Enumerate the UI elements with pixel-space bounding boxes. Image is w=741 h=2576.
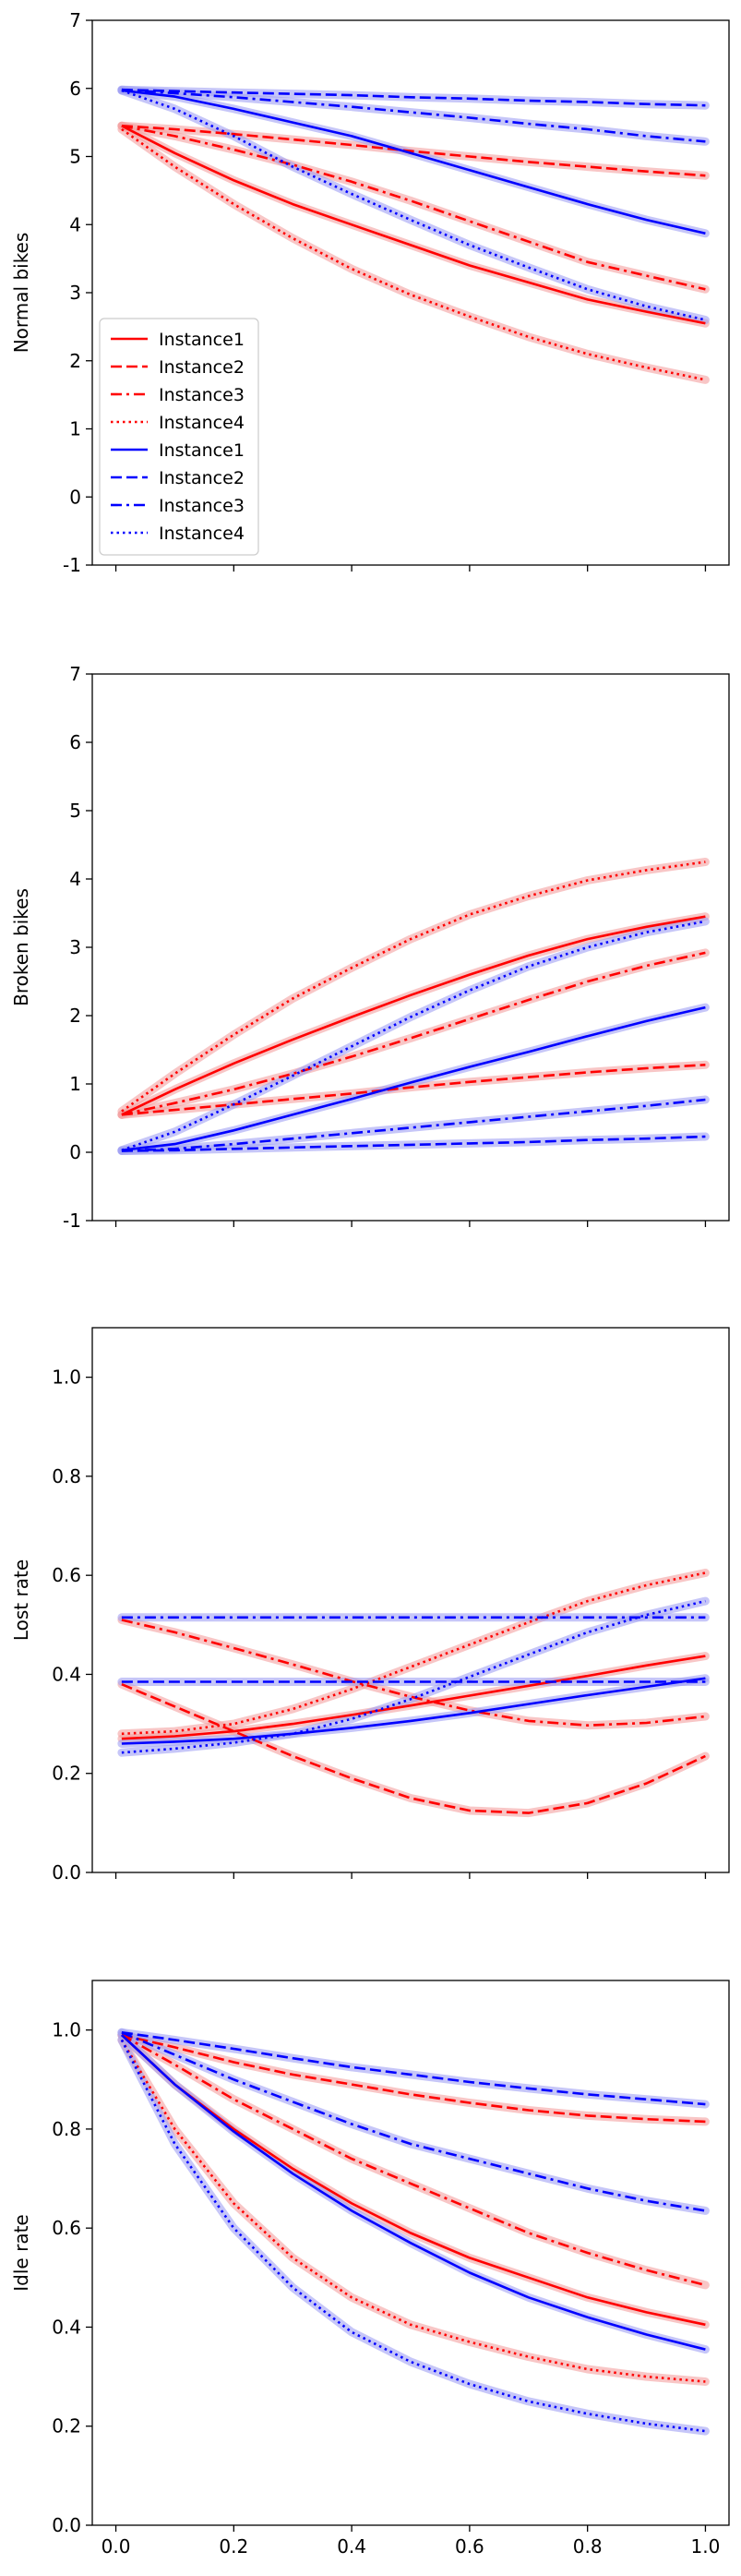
x-tick-label: 1.0 (691, 2535, 721, 2558)
series-line-blue-instance4 (121, 1599, 706, 1754)
series-line-red-instance4 (121, 127, 706, 381)
y-tick-label: 0.6 (52, 1564, 81, 1586)
series-line-red-instance4 (121, 861, 706, 1113)
panel-broken-bikes: -1 0 1 2 3 4 5 6 7 Broken bikes (10, 663, 730, 1232)
series-line-red-instance2 (121, 1064, 706, 1116)
y-tick-label: 4 (69, 213, 81, 235)
series-line-red-instance3 (121, 2033, 706, 2287)
legend-label: Instance2 (159, 468, 245, 488)
series-line-red-instance1 (121, 2034, 706, 2327)
y-tick-label: 0.4 (52, 1663, 81, 1685)
y-tick-label: 0 (69, 486, 81, 508)
legend-item: Instance2 (111, 468, 245, 488)
legend-item: Instance3 (111, 496, 245, 516)
series-line-blue-instance3 (121, 88, 706, 143)
y-axis-label: Lost rate (10, 1559, 32, 1641)
y-tick-label: 0.6 (52, 2217, 81, 2239)
series-line-blue-instance4 (121, 920, 706, 1152)
y-tick-label: 0.8 (52, 1465, 81, 1487)
y-tick-label: 7 (69, 9, 81, 31)
legend-label: Instance1 (159, 440, 245, 461)
y-tick-label: -1 (63, 1210, 81, 1232)
series-line-blue-instance1 (121, 89, 706, 235)
y-tick-label: 0.0 (52, 1861, 81, 1884)
y-tick-label: 0.4 (52, 2316, 81, 2338)
legend-label: Instance4 (159, 524, 245, 544)
y-tick-label: 7 (69, 663, 81, 685)
y-tick-label: 0.2 (52, 1763, 81, 1785)
y-tick-label: -1 (63, 554, 81, 576)
series-line-red-instance2 (121, 2033, 706, 2124)
x-tick-label: 0.6 (455, 2535, 484, 2558)
legend-label: Instance1 (159, 330, 245, 350)
axes-frame (91, 1980, 730, 2526)
series-line-blue-instance1 (121, 1677, 706, 1745)
legend-item: Instance1 (111, 440, 245, 461)
legend-label: Instance4 (159, 413, 245, 433)
y-tick-label: 0.2 (52, 2415, 81, 2438)
x-tick-label: 0.0 (102, 2535, 131, 2558)
y-tick-label: 1.0 (52, 2019, 81, 2041)
y-tick-label: 5 (69, 800, 81, 822)
y-tick-label: 5 (69, 146, 81, 168)
series-line-red-instance2 (121, 1683, 706, 1814)
legend-label: Instance2 (159, 357, 245, 378)
series-line-blue-instance2 (121, 2031, 706, 2106)
legend-item: Instance2 (111, 357, 245, 378)
axes-frame (91, 1327, 730, 1873)
y-axis-label: Broken bikes (10, 888, 32, 1006)
series-line-red-instance3 (121, 1619, 706, 1727)
panel-idle-rate: 0.0 0.2 0.4 0.6 0.8 1.0 0.0 0.2 0.4 0.6 0.8 1.0 Idle… (10, 1980, 730, 2558)
x-tick-label: 0.4 (337, 2535, 366, 2558)
panel-lost-rate: 0.0 0.2 0.4 0.6 0.8 1.0 Lost rate (10, 1327, 730, 1884)
series-line-blue-instance3 (121, 1098, 706, 1152)
legend: Instance1 Instance2 Instance3 Instance4 Inst… (99, 318, 259, 556)
x-tick-label: 0.2 (219, 2535, 248, 2558)
y-tick-label: 6 (69, 731, 81, 753)
y-tick-label: 1 (69, 1073, 81, 1095)
y-tick-label: 6 (69, 78, 81, 100)
series-line-red-instance2 (121, 125, 706, 177)
y-tick-label: 0 (69, 1141, 81, 1163)
series-line-red-instance1 (121, 1655, 706, 1740)
y-axis-label: Idle rate (10, 2214, 32, 2291)
y-tick-label: 2 (69, 1005, 81, 1027)
legend-box (99, 318, 259, 556)
series-band-red-instance4 (117, 1569, 710, 1739)
legend-item: Instance1 (111, 330, 245, 350)
series-line-red-instance4 (120, 2039, 706, 2383)
series-line-red-instance1 (121, 915, 706, 1116)
y-tick-label: 0.8 (52, 2118, 81, 2140)
y-tick-label: 2 (69, 350, 81, 372)
series-line-blue-instance1 (121, 2034, 706, 2351)
y-axis-label: Normal bikes (10, 233, 32, 354)
y-tick-label: 3 (69, 936, 81, 958)
y-tick-label: 0.0 (52, 2514, 81, 2536)
series-line-red-instance3 (121, 125, 706, 291)
legend-item: Instance4 (111, 524, 245, 544)
y-tick-label: 4 (69, 868, 81, 890)
series-band-blue-instance4 (117, 2035, 710, 2436)
y-tick-label: 1.0 (52, 1366, 81, 1389)
series-band-blue-instance4 (117, 86, 710, 324)
panel-normal-bikes: -1 0 1 2 3 4 5 6 7 Normal bikes Instance1 Instance2… (10, 9, 730, 576)
legend-label: Instance3 (159, 496, 245, 516)
series-line-blue-instance1 (121, 1005, 706, 1152)
legend-item: Instance4 (111, 413, 245, 433)
series-line-red-instance3 (121, 951, 706, 1116)
legend-item: Instance3 (111, 385, 245, 405)
series-line-blue-instance2 (121, 88, 706, 107)
legend-label: Instance3 (159, 385, 245, 405)
y-tick-label: 1 (69, 418, 81, 440)
series-line-red-instance1 (121, 125, 706, 325)
series-line-blue-instance2 (121, 1135, 706, 1152)
x-tick-label: 0.8 (573, 2535, 603, 2558)
y-tick-label: 3 (69, 282, 81, 304)
series-line-blue-instance3 (121, 2031, 706, 2212)
